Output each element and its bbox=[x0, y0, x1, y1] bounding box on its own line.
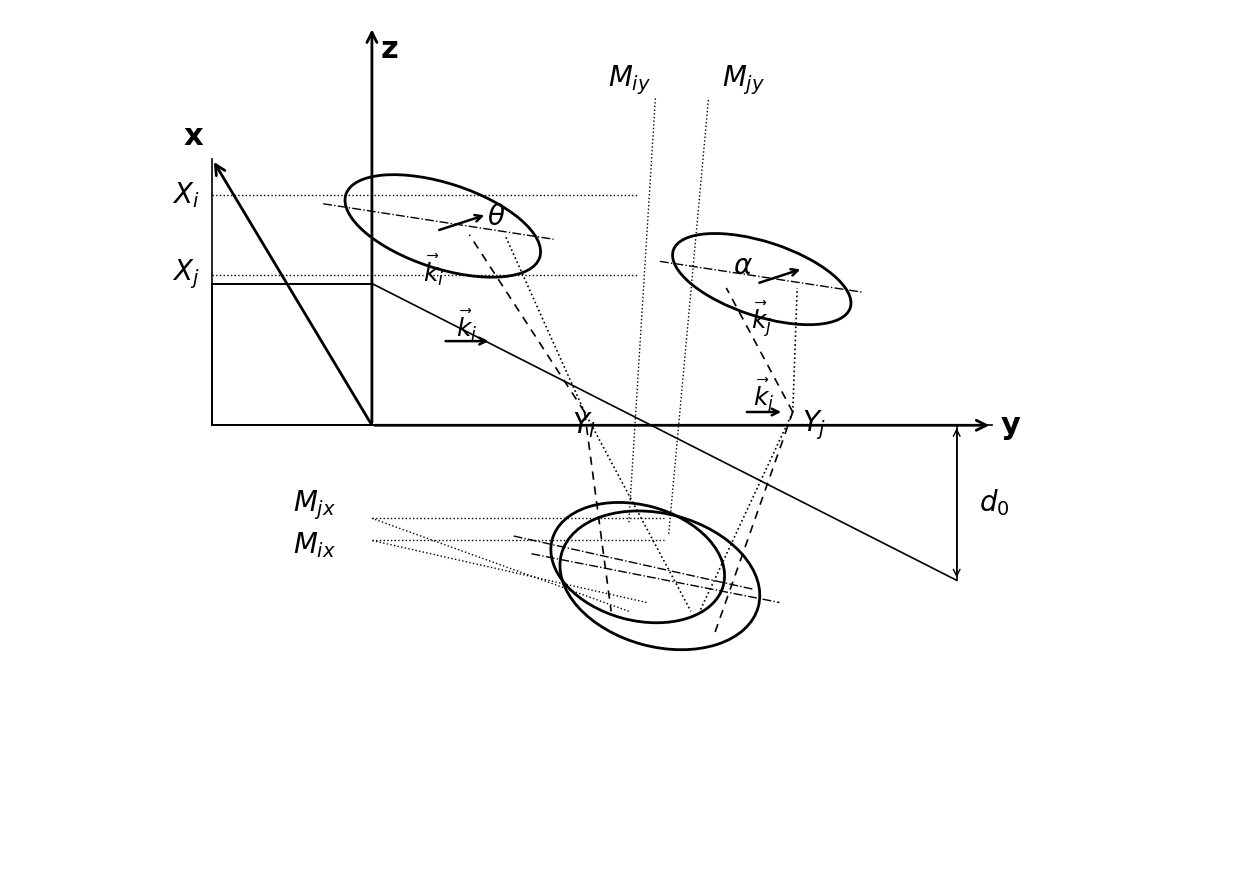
Text: $X_i$: $X_i$ bbox=[171, 180, 200, 210]
Text: x: x bbox=[184, 121, 203, 151]
Text: y: y bbox=[1001, 411, 1021, 439]
Text: $\vec{k}_j$: $\vec{k}_j$ bbox=[751, 299, 773, 338]
Text: $X_j$: $X_j$ bbox=[171, 258, 200, 291]
Text: $\vec{k}_j$: $\vec{k}_j$ bbox=[753, 377, 775, 416]
Text: $Y_i$: $Y_i$ bbox=[573, 410, 596, 440]
Text: $\vec{k}_i$: $\vec{k}_i$ bbox=[456, 307, 477, 343]
Text: $Y_j$: $Y_j$ bbox=[801, 408, 826, 442]
Text: $M_{jy}$: $M_{jy}$ bbox=[722, 63, 765, 97]
Text: $M_{ix}$: $M_{ix}$ bbox=[294, 530, 336, 560]
Text: $M_{iy}$: $M_{iy}$ bbox=[608, 63, 651, 97]
Text: $\alpha$: $\alpha$ bbox=[733, 252, 753, 280]
Text: $M_{jx}$: $M_{jx}$ bbox=[294, 488, 336, 522]
Text: $d_0$: $d_0$ bbox=[978, 487, 1009, 518]
Text: $\theta$: $\theta$ bbox=[487, 203, 506, 231]
Text: z: z bbox=[381, 35, 398, 65]
Text: $\vec{k}_i$: $\vec{k}_i$ bbox=[423, 253, 445, 288]
